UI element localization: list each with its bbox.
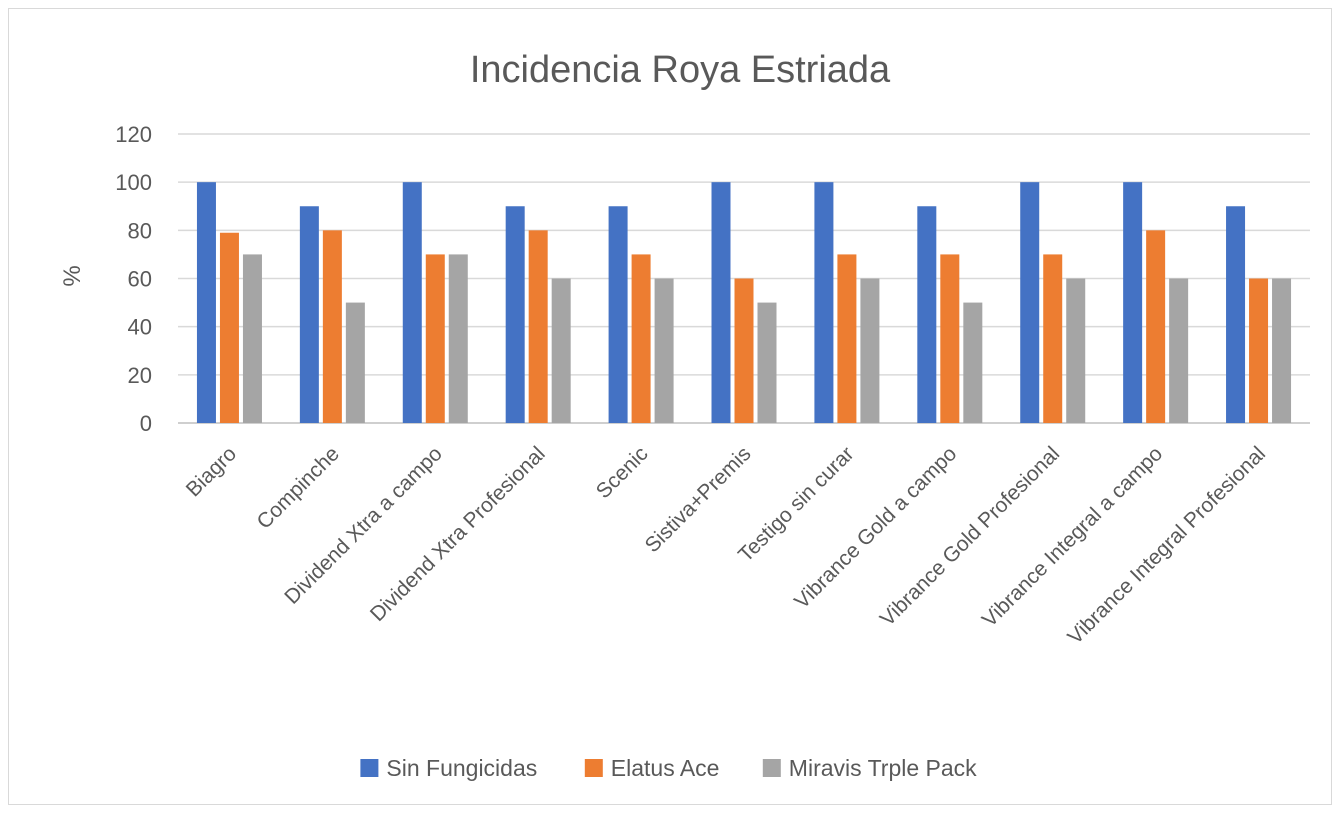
bar-sin-fungicidas — [299, 206, 319, 423]
x-tick-label: Biagro — [182, 442, 241, 501]
y-tick-label: 100 — [115, 170, 152, 195]
bar-miravis-trple-pack — [860, 278, 880, 423]
bar-sin-fungicidas — [1123, 182, 1143, 423]
bar-elatus-ace — [1146, 230, 1166, 423]
bar-miravis-trple-pack — [551, 278, 571, 423]
bar-sin-fungicidas — [917, 206, 937, 423]
y-axis-ticks: 0 20 40 60 80 100 120 — [115, 122, 152, 436]
x-tick-label: Scenic — [592, 442, 653, 503]
y-tick-label: 80 — [128, 218, 152, 243]
bar-elatus-ace — [940, 254, 960, 423]
legend-swatch — [762, 759, 781, 777]
y-tick-label: 40 — [128, 315, 152, 340]
bar-sin-fungicidas — [505, 206, 525, 423]
bar-sin-fungicidas — [814, 182, 834, 423]
gridlines — [178, 133, 1310, 424]
bar-sin-fungicidas — [402, 182, 422, 423]
bar-miravis-trple-pack — [1169, 278, 1189, 423]
bar-elatus-ace — [734, 278, 754, 423]
bar-elatus-ace — [837, 254, 857, 423]
legend: Sin Fungicidas Elatus Ace Miravis Trple Pa… — [360, 755, 977, 781]
bar-elatus-ace — [1043, 254, 1063, 423]
legend-label: Elatus Ace — [611, 755, 720, 781]
bars — [196, 182, 1292, 423]
y-tick-label: 60 — [128, 267, 152, 292]
bar-sin-fungicidas — [196, 182, 216, 423]
bar-miravis-trple-pack — [1066, 278, 1086, 423]
bar-miravis-trple-pack — [448, 254, 468, 423]
bar-elatus-ace — [528, 230, 548, 423]
legend-label: Miravis Trple Pack — [789, 755, 977, 781]
x-tick-label: Sistiva+Premis — [641, 442, 756, 557]
bar-sin-fungicidas — [711, 182, 731, 423]
y-axis-label: % — [59, 265, 86, 286]
x-tick-label: Compinche — [253, 442, 344, 533]
bar-miravis-trple-pack — [1272, 278, 1292, 423]
bar-elatus-ace — [425, 254, 445, 423]
x-tick-label: Vibrance Integral a campo — [978, 442, 1167, 631]
bar-sin-fungicidas — [1226, 206, 1246, 423]
x-tick-label: Vibrance Integral Profesional — [1063, 442, 1270, 649]
bar-miravis-trple-pack — [654, 278, 674, 423]
bar-miravis-trple-pack — [757, 302, 777, 423]
x-tick-label: Vibrance Gold Profesional — [876, 442, 1065, 631]
bar-miravis-trple-pack — [345, 302, 365, 423]
bar-elatus-ace — [219, 232, 239, 423]
y-tick-label: 120 — [115, 122, 152, 147]
legend-swatch — [584, 759, 603, 777]
bar-miravis-trple-pack — [963, 302, 983, 423]
legend-label: Sin Fungicidas — [386, 755, 537, 781]
bar-elatus-ace — [1249, 278, 1269, 423]
bar-sin-fungicidas — [1020, 182, 1040, 423]
y-tick-label: 0 — [140, 411, 152, 436]
bar-sin-fungicidas — [608, 206, 628, 423]
chart-title: Incidencia Roya Estriada — [470, 49, 891, 91]
bar-elatus-ace — [631, 254, 651, 423]
bar-miravis-trple-pack — [242, 254, 262, 423]
x-tick-label: Dividend Xtra Profesional — [366, 442, 550, 626]
bar-elatus-ace — [322, 230, 342, 423]
y-tick-label: 20 — [128, 363, 152, 388]
legend-swatch — [360, 759, 379, 777]
